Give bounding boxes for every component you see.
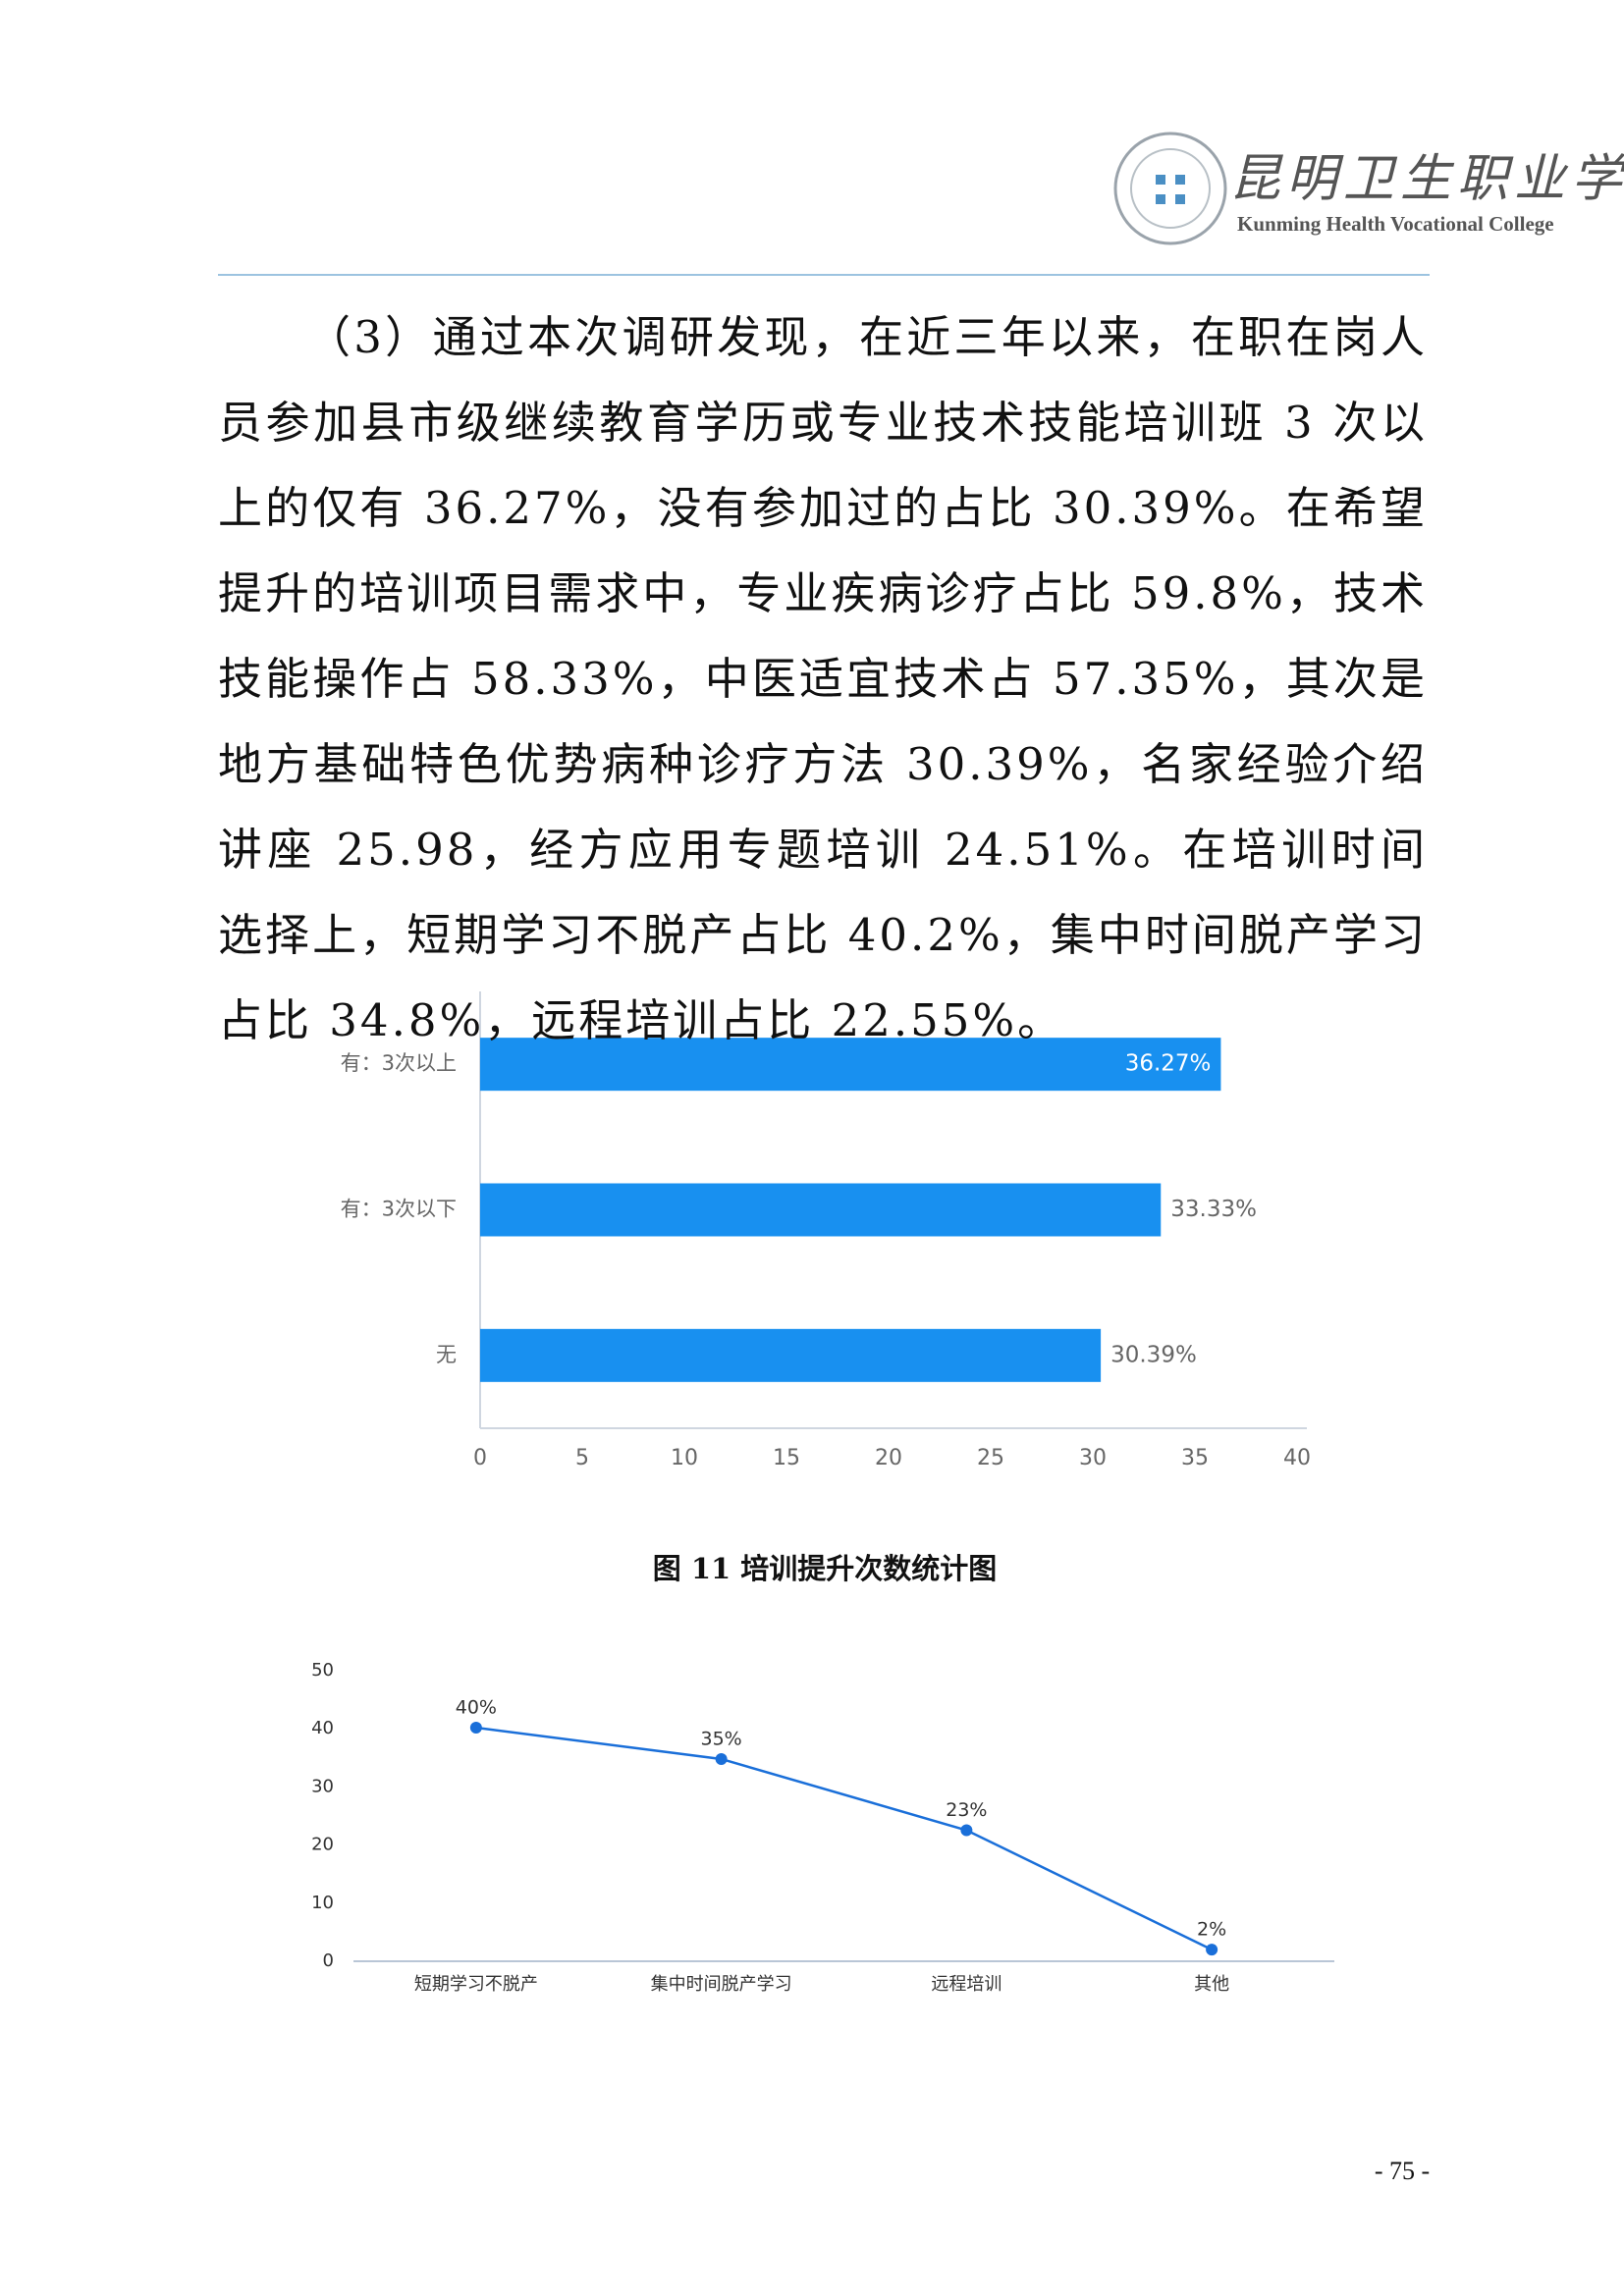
x-tick-label: 15 [773,1446,800,1470]
point [960,1824,973,1837]
value-label: 30.39% [1110,1342,1197,1367]
point [715,1752,728,1765]
x-tick-label: 30 [1079,1446,1107,1470]
page-number: - 75 - [1375,2157,1430,2185]
value-label: 35% [701,1728,742,1749]
point [1206,1944,1218,1956]
point [469,1722,482,1735]
bar [480,1328,1102,1382]
bar [480,1038,1221,1092]
school-name-en: Kunming Health Vocational College [1237,212,1554,236]
x-tick-label: 远程培训 [931,1974,1001,1995]
y-tick-label: 30 [311,1776,334,1796]
value-label: 40% [456,1697,497,1719]
logo [1113,132,1227,245]
value-label: 2% [1197,1919,1226,1941]
x-tick-label: 5 [575,1446,589,1470]
line [475,1726,1213,1951]
y-tick-label: 40 [311,1718,334,1738]
y-tick-label: 有：3次以上 [341,1051,457,1075]
body-paragraph: （3）通过本次调研发现，在近三年以来，在职在岗人员参加县市级继续教育学历或专业技… [218,311,1428,1046]
y-tick-label: 0 [323,1950,334,1971]
y-tick-label: 无 [436,1343,457,1366]
x-tick-label: 集中时间脱产学习 [651,1974,792,1995]
y-tick-label: 50 [311,1660,334,1681]
value-label: 36.27% [1125,1051,1212,1077]
x-tick-label: 20 [875,1446,902,1470]
x-tick-label: 35 [1181,1446,1209,1470]
x-tick-label: 40 [1283,1446,1311,1470]
bar [480,1183,1162,1237]
value-label: 33.33% [1170,1197,1257,1222]
value-label: 23% [946,1799,987,1821]
y-tick-label: 有：3次以下 [341,1198,457,1221]
school-name-cn: 昆明卫生职业学院 [1229,150,1624,209]
x-tick-label: 10 [671,1446,698,1470]
figure-caption: 图 11 培训提升次数统计图 [653,1552,998,1585]
y-tick-label: 10 [311,1893,334,1913]
x-tick-label: 其他 [1194,1974,1229,1995]
x-tick-label: 短期学习不脱产 [414,1974,538,1995]
y-tick-label: 20 [311,1835,334,1855]
x-tick-label: 25 [977,1446,1004,1470]
x-tick-label: 0 [473,1446,487,1470]
